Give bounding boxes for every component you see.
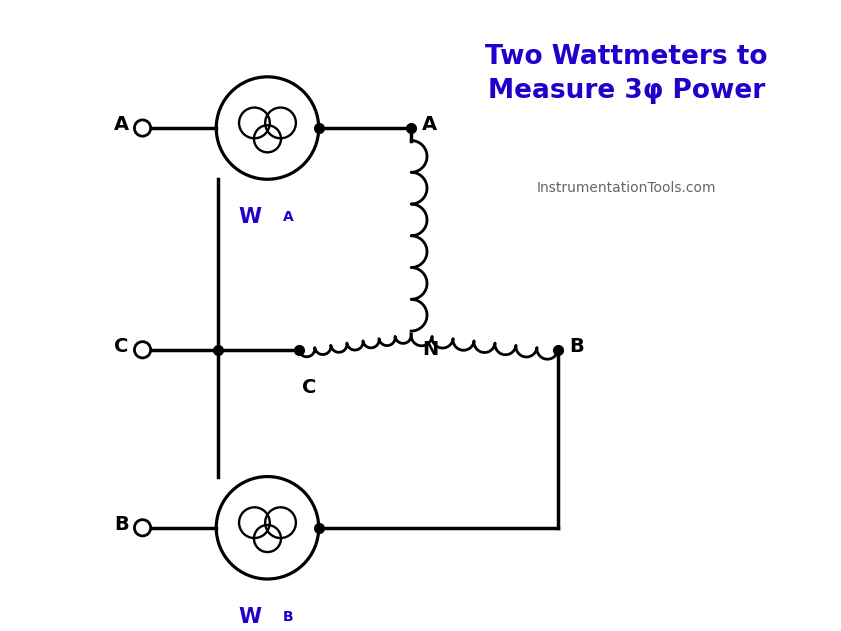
Text: B: B (114, 515, 129, 534)
Text: W: W (238, 208, 262, 227)
Text: Two Wattmeters to
Measure 3φ Power: Two Wattmeters to Measure 3φ Power (485, 44, 768, 103)
Text: A: A (283, 211, 294, 225)
Text: A: A (422, 115, 437, 134)
Text: B: B (569, 337, 584, 356)
Circle shape (135, 341, 151, 358)
Circle shape (135, 520, 151, 536)
Text: N: N (422, 340, 439, 360)
Text: B: B (283, 610, 294, 624)
Circle shape (135, 120, 151, 136)
Text: InstrumentationTools.com: InstrumentationTools.com (537, 181, 717, 195)
Text: C: C (302, 378, 316, 397)
Text: W: W (238, 607, 262, 627)
Text: A: A (114, 115, 129, 134)
Text: C: C (114, 337, 129, 356)
